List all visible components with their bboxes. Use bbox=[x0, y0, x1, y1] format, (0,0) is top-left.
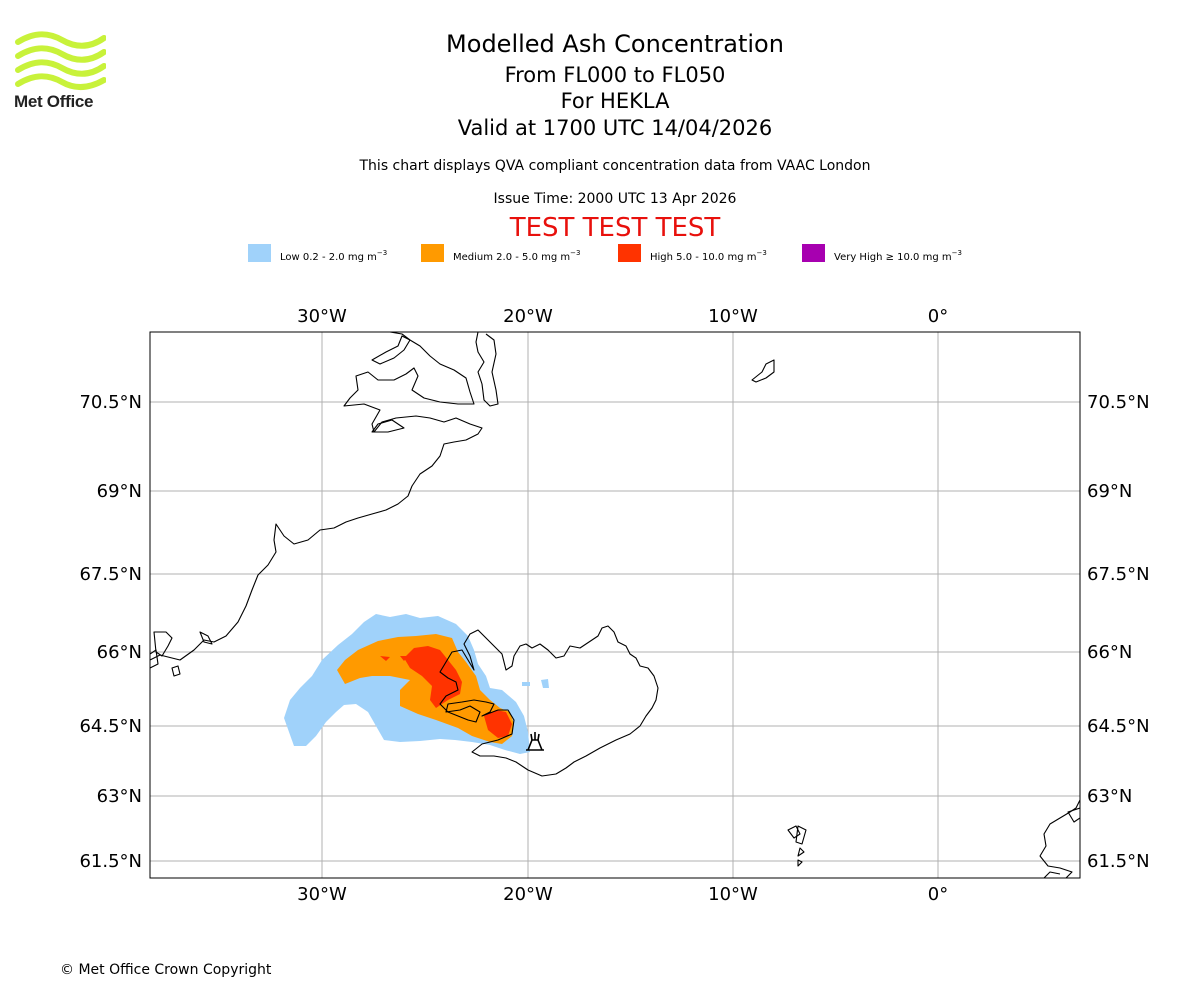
lon-label-top: 20°W bbox=[503, 306, 553, 327]
legend-unit-exponent: −3 bbox=[376, 249, 388, 257]
norway-coastline bbox=[1043, 871, 1061, 878]
norway-coastline bbox=[1067, 807, 1080, 823]
legend-swatch-low bbox=[248, 244, 271, 262]
lat-label-left: 70.5°N bbox=[79, 392, 142, 413]
lon-label-bottom: 0° bbox=[928, 884, 948, 905]
faroe-coastline bbox=[797, 859, 803, 867]
faroe-coastline bbox=[795, 825, 807, 845]
issue-time: Issue Time: 2000 UTC 13 Apr 2026 bbox=[493, 191, 737, 207]
legend-swatch-very-high bbox=[802, 244, 825, 262]
chart-description: This chart displays QVA compliant concen… bbox=[359, 158, 871, 174]
greenland-coastline bbox=[371, 335, 411, 365]
gridlines bbox=[150, 332, 1080, 878]
lon-label-bottom: 10°W bbox=[708, 884, 758, 905]
ash-high-patch bbox=[380, 656, 390, 661]
ash-low-patch bbox=[522, 682, 530, 686]
lon-label-top: 0° bbox=[928, 306, 948, 327]
lat-label-right: 66°N bbox=[1087, 642, 1132, 663]
greenland-coastline bbox=[199, 631, 213, 645]
lat-label-left: 69°N bbox=[97, 481, 142, 502]
lat-label-left: 66°N bbox=[97, 642, 142, 663]
valid-time: Valid at 1700 UTC 14/04/2026 bbox=[457, 116, 773, 140]
legend-unit: mg m bbox=[541, 252, 571, 263]
coastlines bbox=[150, 332, 1080, 878]
lat-label-right: 64.5°N bbox=[1087, 716, 1150, 737]
greenland-coastline bbox=[371, 419, 405, 433]
logo-text: Met Office bbox=[14, 92, 94, 111]
jan-mayen-coastline bbox=[751, 359, 775, 383]
legend-unit-exponent: −3 bbox=[756, 249, 767, 257]
lat-label-left: 63°N bbox=[97, 786, 142, 807]
legend-label-very-high: Very High ≥ 10.0 bbox=[834, 252, 920, 263]
ash-high-patch bbox=[400, 656, 408, 661]
iceland-coastline bbox=[439, 625, 659, 777]
lat-label-left: 64.5°N bbox=[79, 716, 142, 737]
greenland-coastline bbox=[150, 332, 483, 661]
test-banner: TEST TEST TEST bbox=[509, 213, 721, 243]
legend-label-medium: Medium 2.0 - 5.0 bbox=[453, 252, 538, 263]
greenland-coastline bbox=[150, 649, 159, 669]
ash-medium-area bbox=[337, 634, 514, 744]
volcano-name: For HEKLA bbox=[560, 89, 670, 113]
faroe-coastline bbox=[797, 847, 805, 857]
lon-label-top: 10°W bbox=[708, 306, 758, 327]
copyright: © Met Office Crown Copyright bbox=[60, 962, 272, 978]
chart-title: Modelled Ash Concentration bbox=[446, 30, 784, 58]
legend-swatch-medium bbox=[421, 244, 444, 262]
lat-label-left: 61.5°N bbox=[79, 851, 142, 872]
greenland-coastline bbox=[153, 631, 173, 657]
lat-label-right: 67.5°N bbox=[1087, 564, 1150, 585]
greenland-coastline bbox=[475, 332, 499, 407]
ash-high-area bbox=[404, 646, 462, 708]
lat-label-right: 70.5°N bbox=[1087, 392, 1150, 413]
lat-label-right: 69°N bbox=[1087, 481, 1132, 502]
legend-swatch-high bbox=[618, 244, 641, 262]
lat-label-right: 63°N bbox=[1087, 786, 1132, 807]
legend-unit: mg m bbox=[347, 252, 377, 263]
lon-label-bottom: 30°W bbox=[297, 884, 347, 905]
legend-label-low: Low 0.2 - 2.0 bbox=[280, 252, 345, 263]
lon-label-top: 30°W bbox=[297, 306, 347, 327]
faroe-coastline bbox=[787, 825, 801, 839]
lat-label-right: 61.5°N bbox=[1087, 851, 1150, 872]
volcano-icon bbox=[526, 732, 544, 751]
greenland-coastline bbox=[171, 665, 181, 677]
met-office-logo-icon bbox=[15, 31, 106, 90]
legend-unit-exponent: −3 bbox=[951, 249, 962, 257]
lat-label-left: 67.5°N bbox=[79, 564, 142, 585]
ash-high-area bbox=[484, 710, 512, 738]
norway-coastline bbox=[1039, 799, 1080, 878]
legend-unit: mg m bbox=[727, 252, 757, 263]
flight-level-range: From FL000 to FL050 bbox=[504, 63, 726, 87]
lon-label-bottom: 20°W bbox=[503, 884, 553, 905]
legend-label-high: High 5.0 - 10.0 bbox=[650, 252, 725, 263]
ash-low-patch bbox=[541, 679, 549, 688]
legend-unit: mg m bbox=[922, 252, 952, 263]
map-frame bbox=[149, 331, 1081, 879]
legend-unit-exponent: −3 bbox=[570, 249, 581, 257]
